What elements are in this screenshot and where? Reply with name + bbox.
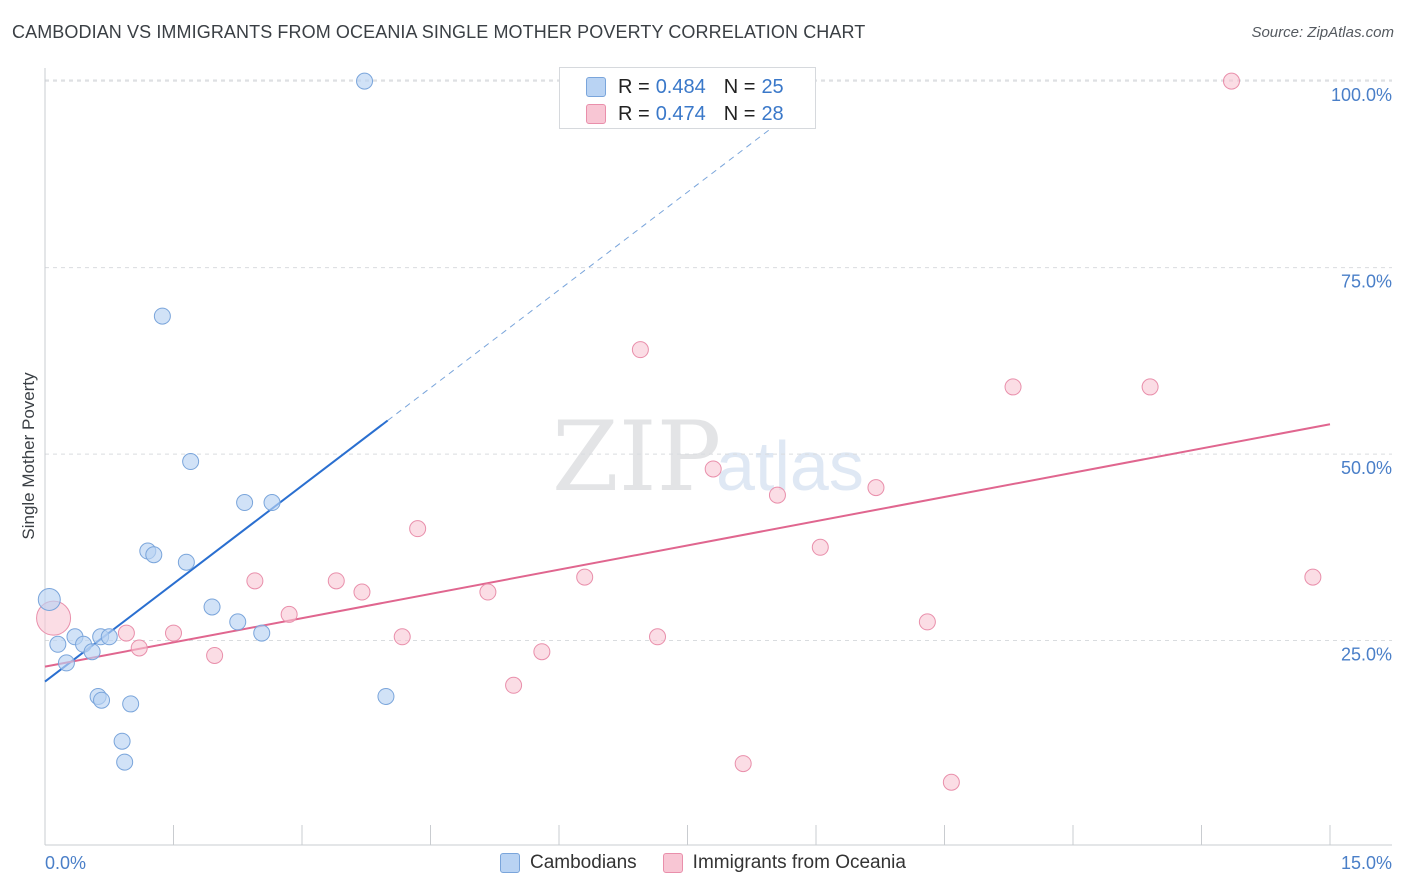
x-tick-label-max: 15.0% [1341,853,1392,873]
point-oceania [1004,378,1022,396]
legend-r-value: 0.474 [655,102,706,125]
point-oceania [327,572,345,590]
x-tick-label-min: 0.0% [45,853,86,873]
y-tick-label: 50.0% [1341,458,1392,478]
point-cambodians [93,691,111,709]
point-oceania [409,520,427,538]
point-cambodians [182,453,200,471]
point-oceania [1141,378,1159,396]
tick-labels: 25.0% 50.0% 75.0% 100.0% 0.0% 15.0% [45,85,1392,873]
y-tick-label: 75.0% [1341,272,1392,292]
point-oceania [631,341,649,359]
legend-n-value: 28 [761,102,784,125]
chart-title: CAMBODIAN VS IMMIGRANTS FROM OCEANIA SIN… [12,22,866,42]
point-oceania [246,572,264,590]
legend-r-label: R = [618,75,650,98]
point-oceania [393,628,411,646]
point-oceania [918,613,936,631]
point-oceania [768,486,786,504]
data-points [36,72,1322,791]
point-oceania [704,460,722,478]
y-axis-label: Single Mother Poverty [19,372,38,540]
point-oceania [206,646,224,664]
point-oceania [1304,568,1322,586]
legend-label-oceania: Immigrants from Oceania [692,852,906,873]
point-cambodians [37,588,61,612]
series-legend: Cambodians Immigrants from Oceania [500,852,932,874]
point-cambodians [377,687,395,705]
legend-r-label: R = [618,102,650,125]
point-oceania [942,773,960,791]
point-oceania [117,624,135,642]
point-cambodians [122,695,140,713]
stats-legend: R = 0.484 N = 25 R = 0.474 N = 28 [559,67,816,129]
legend-swatch-blue [586,77,606,97]
point-cambodians [203,598,221,616]
point-oceania [353,583,371,601]
legend-n-label: N = [723,75,756,98]
point-cambodians [57,654,75,672]
watermark-zip: ZIP [552,401,721,513]
legend-row-cambodians: R = 0.484 N = 25 [586,75,784,99]
point-cambodians [49,635,67,653]
legend-n-label: N = [723,102,756,125]
axes [44,68,1392,846]
point-cambodians [145,546,163,564]
point-oceania [867,479,885,497]
legend-swatch-blue [500,853,520,873]
chart-source: Source: ZipAtlas.com [1251,24,1394,41]
point-cambodians [177,553,195,571]
trendlines [44,93,1331,683]
point-cambodians [113,732,131,750]
point-cambodians [153,307,171,325]
legend-swatch-pink [662,853,683,873]
legend-n-value: 25 [761,75,784,98]
point-cambodians [100,628,118,646]
point-cambodians [116,753,134,771]
y-tick-label: 25.0% [1341,645,1392,665]
legend-r-value: 0.484 [655,75,706,98]
point-oceania [811,538,829,556]
watermark: ZIP atlas [552,401,864,513]
point-oceania [533,643,551,661]
point-cambodians [356,72,374,90]
point-oceania [280,605,298,623]
legend-item-cambodians[interactable]: Cambodians [500,852,637,874]
point-cambodians [236,494,254,512]
point-oceania [1222,72,1240,90]
point-cambodians [83,643,101,661]
legend-label-cambodians: Cambodians [530,852,637,873]
point-oceania [649,628,667,646]
point-cambodians [263,494,281,512]
point-oceania [505,676,523,694]
point-oceania [479,583,497,601]
legend-item-oceania[interactable]: Immigrants from Oceania [662,852,906,874]
point-oceania [165,624,182,642]
watermark-atlas: atlas [716,427,864,505]
trendline-cambodians-extension [387,93,817,421]
legend-swatch-pink [586,104,606,124]
point-oceania [130,639,148,657]
point-cambodians [253,624,271,642]
point-oceania [576,568,594,586]
legend-row-oceania: R = 0.474 N = 28 [586,102,784,126]
y-tick-label: 100.0% [1331,85,1392,105]
point-oceania [734,755,752,773]
gridlines [45,79,1392,642]
point-cambodians [229,613,247,631]
